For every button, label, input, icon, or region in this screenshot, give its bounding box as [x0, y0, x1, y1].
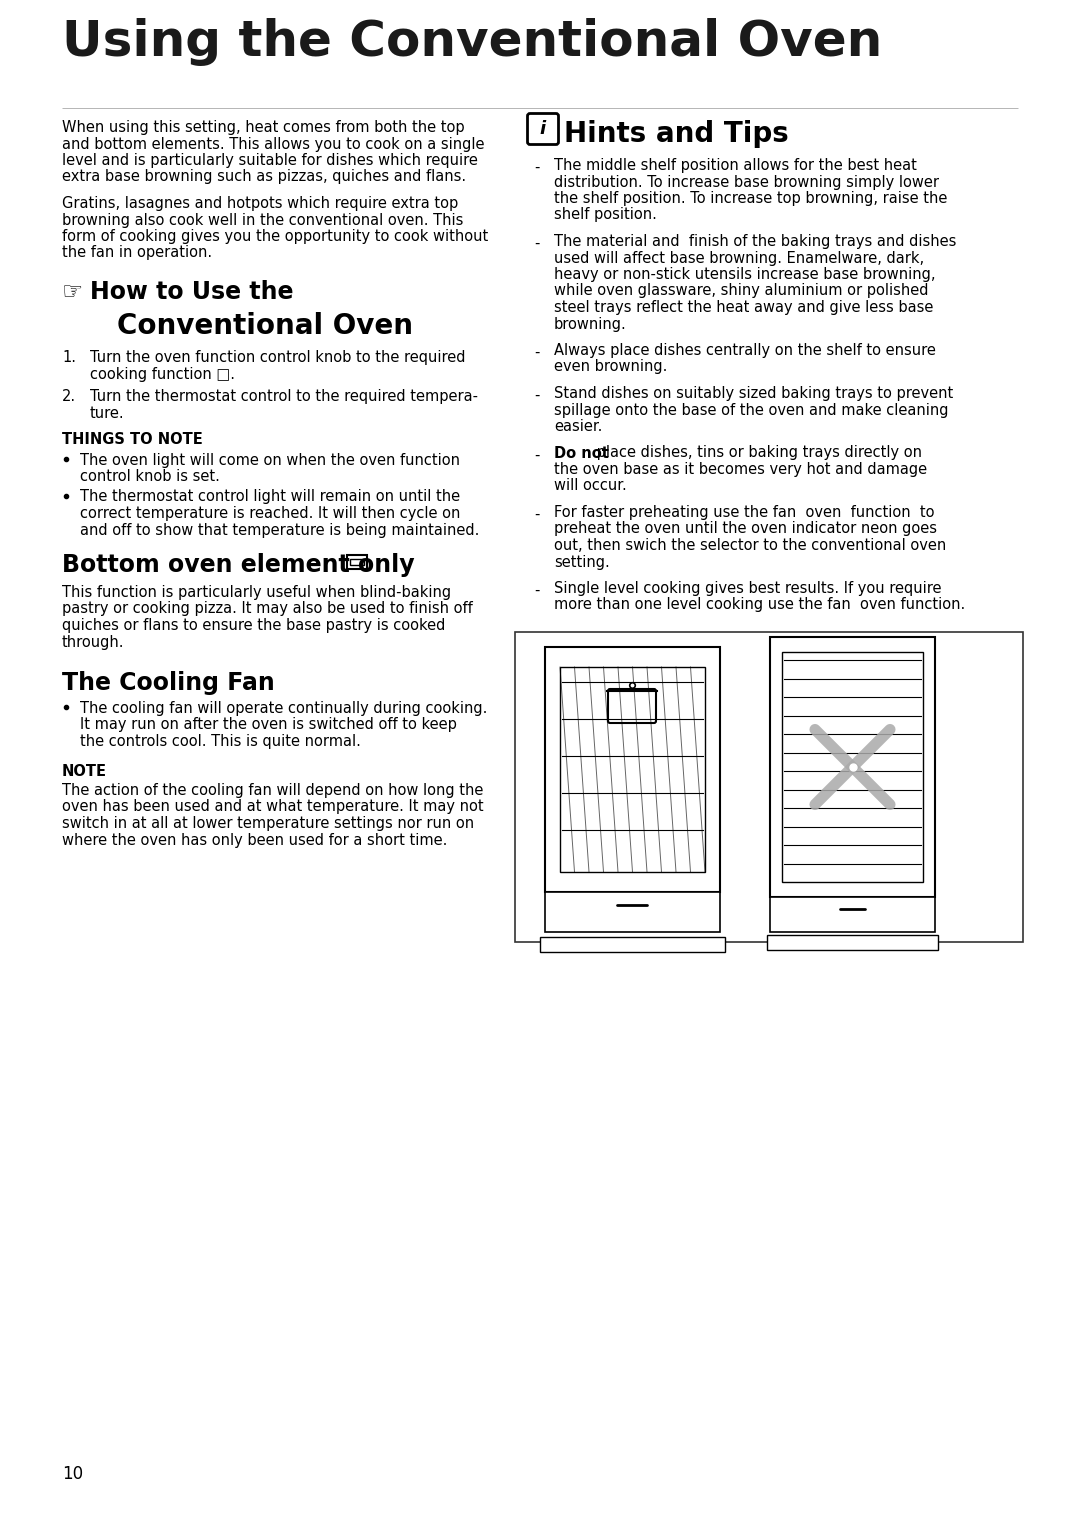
Text: The thermostat control light will remain on until the: The thermostat control light will remain…	[80, 489, 460, 504]
Text: easier.: easier.	[554, 419, 603, 434]
Bar	[782, 652, 923, 882]
Text: distribution. To increase base browning simply lower: distribution. To increase base browning …	[554, 174, 939, 189]
Text: level and is particularly suitable for dishes which require: level and is particularly suitable for d…	[62, 153, 477, 168]
Text: THINGS TO NOTE: THINGS TO NOTE	[62, 432, 203, 448]
Text: the fan in operation.: the fan in operation.	[62, 246, 212, 260]
Text: form of cooking gives you the opportunity to cook without: form of cooking gives you the opportunit…	[62, 229, 488, 244]
Text: quiches or flans to ensure the base pastry is cooked: quiches or flans to ensure the base past…	[62, 617, 445, 633]
Text: the controls cool. This is quite normal.: the controls cool. This is quite normal.	[80, 733, 361, 749]
Bar	[545, 646, 720, 892]
FancyBboxPatch shape	[527, 113, 558, 145]
Text: switch in at all at lower temperature settings nor run on: switch in at all at lower temperature se…	[62, 816, 474, 831]
Text: more than one level cooking use the fan  oven function.: more than one level cooking use the fan …	[554, 597, 966, 613]
Text: NOTE: NOTE	[62, 764, 107, 779]
Text: -: -	[534, 345, 539, 361]
Text: Bottom oven element only: Bottom oven element only	[62, 553, 415, 578]
Text: extra base browning such as pizzas, quiches and flans.: extra base browning such as pizzas, quic…	[62, 170, 467, 185]
Text: The cooling fan will operate continually during cooking.: The cooling fan will operate continually…	[80, 701, 487, 717]
Text: How to Use the: How to Use the	[90, 280, 294, 304]
Bar	[770, 897, 935, 932]
Text: and off to show that temperature is being maintained.: and off to show that temperature is bein…	[80, 523, 480, 538]
Bar	[347, 555, 367, 568]
Text: and bottom elements. This allows you to cook on a single: and bottom elements. This allows you to …	[62, 136, 485, 151]
Text: while oven glassware, shiny aluminium or polished: while oven glassware, shiny aluminium or…	[554, 284, 929, 298]
Text: This function is particularly useful when blind-baking: This function is particularly useful whe…	[62, 585, 451, 601]
Text: cooking function □.: cooking function □.	[90, 367, 235, 382]
Text: When using this setting, heat comes from both the top: When using this setting, heat comes from…	[62, 121, 464, 134]
Text: Single level cooking gives best results. If you require: Single level cooking gives best results.…	[554, 581, 942, 596]
Text: browning also cook well in the conventional oven. This: browning also cook well in the conventio…	[62, 212, 463, 228]
Text: ☞: ☞	[62, 280, 83, 304]
Text: The action of the cooling fan will depend on how long the: The action of the cooling fan will depen…	[62, 782, 484, 798]
Text: The middle shelf position allows for the best heat: The middle shelf position allows for the…	[554, 157, 917, 173]
Text: setting.: setting.	[554, 555, 610, 570]
Text: preheat the oven until the oven indicator neon goes: preheat the oven until the oven indicato…	[554, 521, 937, 536]
Bar	[561, 668, 705, 872]
Text: Stand dishes on suitably sized baking trays to prevent: Stand dishes on suitably sized baking tr…	[554, 387, 954, 400]
Text: place dishes, tins or baking trays directly on: place dishes, tins or baking trays direc…	[592, 446, 922, 460]
Text: ture.: ture.	[90, 405, 124, 420]
Text: The oven light will come on when the oven function: The oven light will come on when the ove…	[80, 452, 460, 468]
Text: pastry or cooking pizza. It may also be used to finish off: pastry or cooking pizza. It may also be …	[62, 602, 473, 616]
Text: where the oven has only been used for a short time.: where the oven has only been used for a …	[62, 833, 447, 848]
Text: steel trays reflect the heat away and give less base: steel trays reflect the heat away and gi…	[554, 299, 933, 315]
Bar	[545, 892, 720, 932]
Text: Using the Conventional Oven: Using the Conventional Oven	[62, 18, 882, 66]
Text: -: -	[534, 160, 539, 176]
Text: -: -	[534, 448, 539, 463]
Text: shelf position.: shelf position.	[554, 208, 657, 223]
Text: -: -	[534, 388, 539, 403]
Text: control knob is set.: control knob is set.	[80, 469, 220, 484]
Text: will occur.: will occur.	[554, 478, 626, 494]
Text: Hints and Tips: Hints and Tips	[564, 121, 788, 148]
Text: oven has been used and at what temperature. It may not: oven has been used and at what temperatu…	[62, 799, 484, 814]
Text: Turn the oven function control knob to the required: Turn the oven function control knob to t…	[90, 350, 465, 365]
Text: Do not: Do not	[554, 446, 609, 460]
Text: even browning.: even browning.	[554, 359, 667, 374]
Text: 1.: 1.	[62, 350, 76, 365]
Text: spillage onto the base of the oven and make cleaning: spillage onto the base of the oven and m…	[554, 402, 948, 417]
FancyBboxPatch shape	[608, 689, 656, 723]
Text: The Cooling Fan: The Cooling Fan	[62, 671, 274, 695]
Bar	[515, 633, 1023, 941]
Text: 2.: 2.	[62, 390, 76, 403]
Text: correct temperature is reached. It will then cycle on: correct temperature is reached. It will …	[80, 506, 460, 521]
Text: Always place dishes centrally on the shelf to ensure: Always place dishes centrally on the she…	[554, 342, 936, 358]
Bar	[350, 559, 364, 565]
Text: Conventional Oven: Conventional Oven	[117, 312, 413, 341]
Text: The material and  finish of the baking trays and dishes: The material and finish of the baking tr…	[554, 234, 957, 249]
Text: heavy or non-stick utensils increase base browning,: heavy or non-stick utensils increase bas…	[554, 267, 935, 283]
Text: browning.: browning.	[554, 316, 626, 332]
Text: Gratins, lasagnes and hotpots which require extra top: Gratins, lasagnes and hotpots which requ…	[62, 196, 458, 211]
Text: i: i	[540, 121, 546, 138]
Text: used will affect base browning. Enamelware, dark,: used will affect base browning. Enamelwa…	[554, 251, 924, 266]
Text: Turn the thermostat control to the required tempera-: Turn the thermostat control to the requi…	[90, 390, 478, 403]
Text: For faster preheating use the fan  oven  function  to: For faster preheating use the fan oven f…	[554, 504, 934, 520]
Text: -: -	[534, 507, 539, 523]
Text: It may run on after the oven is switched off to keep: It may run on after the oven is switched…	[80, 718, 457, 732]
Text: the oven base as it becomes very hot and damage: the oven base as it becomes very hot and…	[554, 461, 927, 477]
Bar	[540, 937, 725, 952]
Text: the shelf position. To increase top browning, raise the: the shelf position. To increase top brow…	[554, 191, 947, 206]
Bar	[770, 637, 935, 897]
Text: -: -	[534, 584, 539, 597]
Text: 10: 10	[62, 1465, 83, 1484]
Text: out, then swich the selector to the conventional oven: out, then swich the selector to the conv…	[554, 538, 946, 553]
Text: -: -	[534, 235, 539, 251]
Bar	[767, 935, 939, 950]
Text: through.: through.	[62, 634, 124, 649]
